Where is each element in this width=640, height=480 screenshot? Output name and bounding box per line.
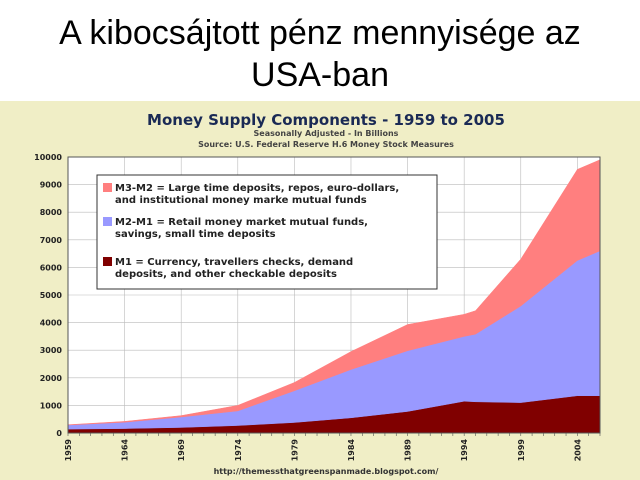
x-tick-label-1959: 1959 [64,439,73,462]
legend-label-m2-m1-line-2: savings, small time deposits [115,229,276,240]
legend-swatch-m1 [103,257,112,266]
slide-title-line-1: A kibocsájtott pénz mennyisége az [59,14,581,52]
y-tick-label-3000: 3000 [40,346,63,355]
y-tick-label-8000: 8000 [40,208,63,217]
chart-subtitle-1: Seasonally Adjusted - In Billions [254,129,399,138]
legend-label-m1-line-2: deposits, and other checkable deposits [115,269,337,280]
money-supply-chart: Money Supply Components - 1959 to 2005 S… [34,111,601,476]
legend-swatch-m3-m2 [103,183,112,192]
y-tick-label-0: 0 [56,429,62,438]
legend-box [96,174,438,290]
x-tick-label-1964: 1964 [121,439,130,462]
plot-border [67,156,601,434]
chart-legend: M3-M2 = Large time deposits, repos, euro… [96,174,438,290]
y-tick-label-7000: 7000 [40,236,63,245]
legend-label-m3-m2-line-2: and institutional money marke mutual fun… [115,195,367,206]
x-tick-label-1989: 1989 [404,439,413,462]
legend-label-m1-line-1: M1 = Currency, travellers checks, demand [115,257,353,268]
slide-title-line-2: USA-ban [251,56,389,94]
y-tick-label-1000: 1000 [40,401,63,410]
y-tick-label-9000: 9000 [40,181,63,190]
x-tick-label-1984: 1984 [347,439,356,462]
slide-title: A kibocsájtott pénz mennyisége az USA-ba… [0,12,640,96]
y-tick-label-2000: 2000 [40,374,63,383]
legend-label-m3-m2-line-1: M3-M2 = Large time deposits, repos, euro… [115,183,399,194]
legend-swatch-m2-m1 [103,217,112,226]
y-tick-label-6000: 6000 [40,263,63,272]
chart-footer-url: http://themessthatgreenspanmade.blogspot… [214,467,439,476]
x-tick-label-1969: 1969 [177,439,186,462]
x-tick-label-2004: 2004 [573,439,582,462]
y-tick-label-5000: 5000 [40,291,63,300]
x-tick-label-1979: 1979 [290,439,299,462]
x-axis: 1959 1964 1969 1974 1979 1984 1989 1994 1999 2004 [64,433,601,462]
x-tick-label-1974: 1974 [234,439,243,462]
y-tick-label-4000: 4000 [40,319,63,328]
y-tick-label-10000: 10000 [34,153,62,162]
chart-title: Money Supply Components - 1959 to 2005 [147,111,505,129]
legend-label-m2-m1-line-1: M2-M1 = Retail money market mutual funds… [115,217,368,228]
x-tick-label-1994: 1994 [460,439,469,462]
x-tick-label-1999: 1999 [517,439,526,462]
y-axis: 0 1000 2000 3000 4000 5000 6000 7000 8000 9000 100… [34,153,62,438]
chart-subtitle-2: Source: U.S. Federal Reserve H.6 Money S… [198,140,454,149]
